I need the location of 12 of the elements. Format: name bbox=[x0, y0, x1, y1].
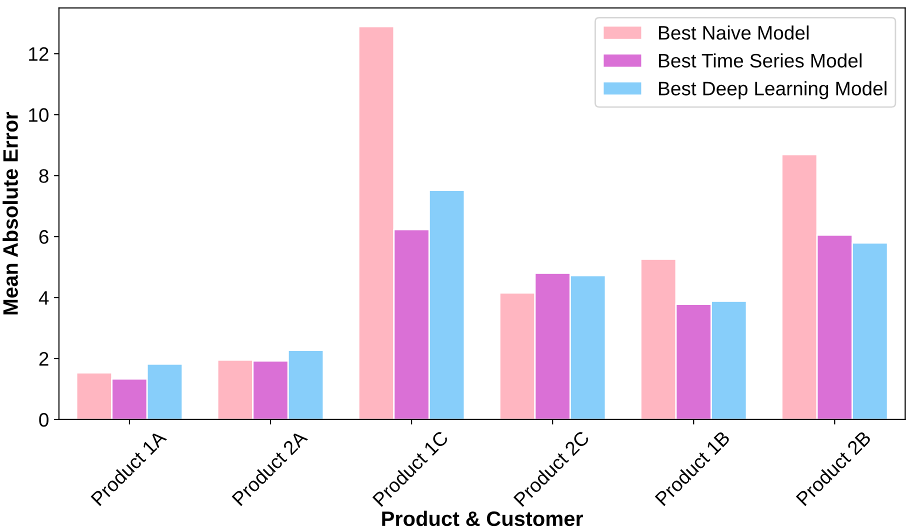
y-tick-label: 0 bbox=[39, 412, 48, 427]
legend-label: Best Naive Model bbox=[659, 25, 809, 40]
legend-label: Best Time Series Model bbox=[659, 53, 862, 68]
legend-label: Best Deep Learning Model bbox=[659, 81, 886, 100]
y-tick-label: 8 bbox=[39, 169, 48, 183]
y-tick-label: 10 bbox=[29, 108, 48, 122]
y-axis-title: Mean Absolute Error bbox=[2, 112, 18, 314]
y-tick-label: 12 bbox=[29, 47, 48, 61]
x-axis-title: Product & Customer bbox=[382, 510, 584, 526]
y-tick-label: 6 bbox=[39, 230, 48, 244]
y-tick-label: 4 bbox=[38, 291, 49, 305]
y-tick-label: 2 bbox=[39, 352, 48, 366]
